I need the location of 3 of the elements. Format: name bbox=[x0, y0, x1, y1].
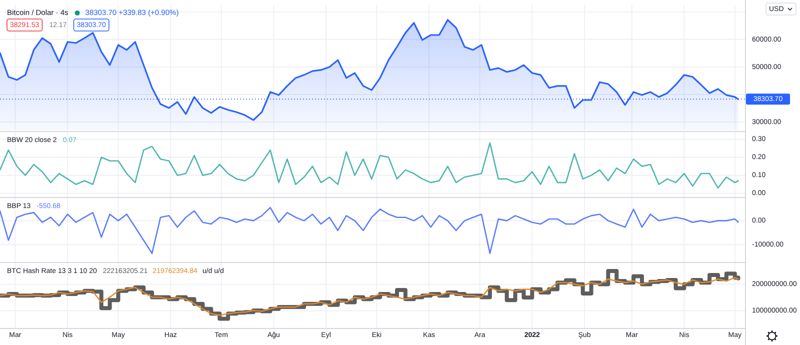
line-series bbox=[0, 206, 739, 254]
line-series bbox=[0, 276, 739, 316]
line-series bbox=[0, 142, 739, 189]
